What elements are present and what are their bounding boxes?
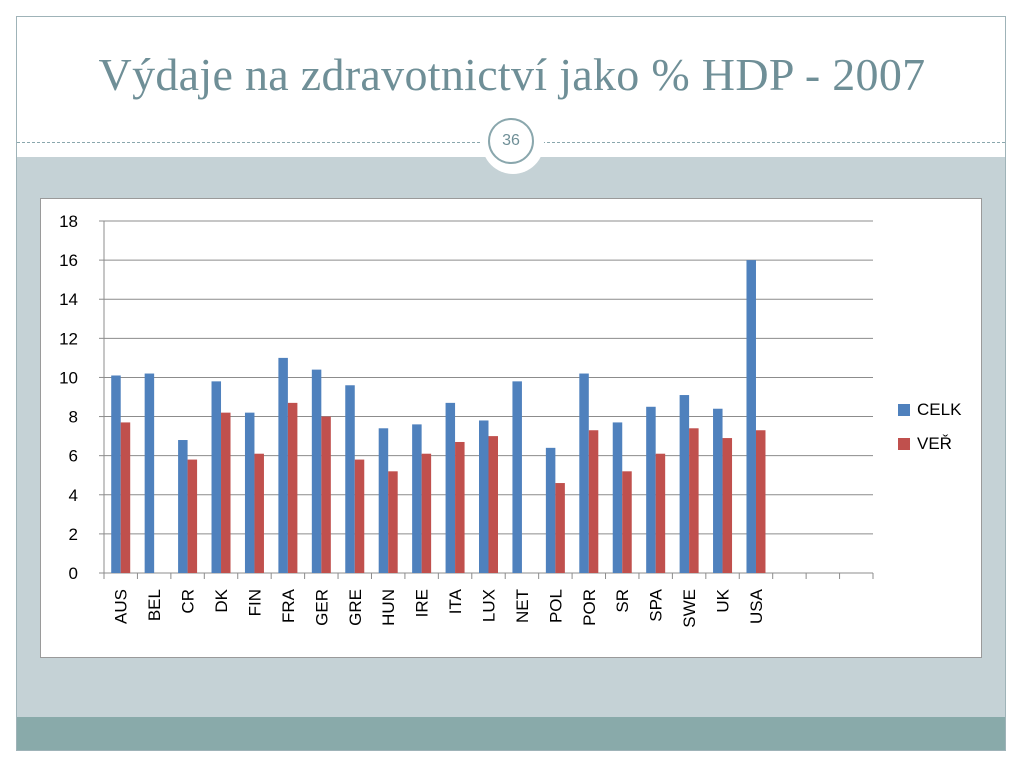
bar-veř-uk: [722, 438, 733, 573]
bar-celk-usa: [746, 260, 756, 573]
bar-celk-spa: [646, 406, 656, 573]
bar-celk-lux: [479, 420, 489, 573]
bar-veř-lux: [488, 436, 498, 573]
x-category-label: AUS: [112, 589, 131, 624]
bar-veř-por: [588, 430, 599, 573]
legend-swatch-veř: [898, 438, 910, 450]
bar-celk-dk: [211, 381, 222, 573]
bar-celk-net: [512, 381, 522, 573]
x-category-label: FIN: [245, 589, 264, 616]
bar-veř-pol: [555, 483, 565, 573]
x-category-label: GRE: [346, 589, 365, 626]
bar-veř-fin: [254, 453, 264, 573]
y-tick-label: 14: [59, 290, 78, 309]
y-tick-label: 0: [69, 564, 78, 583]
x-category-label: BEL: [145, 589, 164, 621]
bar-celk-ita: [445, 402, 456, 573]
page-number: 36: [488, 118, 534, 164]
slide-title: Výdaje na zdravotnictví jako % HDP - 200…: [98, 49, 926, 100]
bar-celk-fra: [278, 357, 288, 573]
x-category-label: GER: [312, 589, 331, 626]
y-tick-label: 18: [59, 212, 78, 231]
page-number-badge: 36: [484, 114, 542, 172]
bar-veř-sr: [622, 471, 632, 573]
x-category-label: HUN: [379, 589, 398, 626]
bar-celk-aus: [111, 375, 121, 573]
bar-celk-uk: [713, 408, 723, 573]
x-category-label: CR: [179, 589, 198, 614]
y-tick-label: 6: [69, 447, 78, 466]
bar-veř-ger: [321, 416, 331, 573]
x-category-label: ITA: [446, 588, 465, 614]
bar-celk-bel: [144, 373, 155, 573]
legend-swatch-celk: [898, 404, 910, 416]
bar-celk-cr: [178, 440, 188, 573]
x-category-label: LUX: [480, 589, 499, 622]
x-category-label: USA: [747, 588, 766, 624]
y-tick-label: 8: [69, 408, 78, 427]
bar-veř-ire: [421, 453, 432, 573]
y-tick-label: 16: [59, 251, 78, 270]
bar-veř-gre: [354, 459, 365, 573]
bar-veř-cr: [187, 459, 198, 573]
legend-label-veř: VEŘ: [917, 434, 952, 453]
x-category-label: NET: [513, 589, 532, 623]
bar-veř-spa: [655, 453, 666, 573]
bar-veř-ita: [455, 441, 465, 573]
bar-celk-pol: [545, 447, 556, 573]
bar-celk-ire: [412, 424, 422, 573]
bar-veř-hun: [388, 471, 398, 573]
legend-label-celk: CELK: [917, 400, 962, 419]
x-category-label: POL: [546, 589, 565, 623]
bar-veř-aus: [120, 422, 131, 573]
x-category-label: SPA: [647, 588, 666, 621]
bar-veř-dk: [221, 412, 231, 573]
x-category-label: UK: [714, 588, 733, 612]
y-tick-label: 12: [59, 329, 78, 348]
y-tick-label: 10: [59, 368, 78, 387]
bar-celk-fin: [244, 412, 255, 573]
x-category-label: FRA: [279, 588, 298, 623]
y-tick-label: 2: [69, 525, 78, 544]
x-category-label: SR: [613, 589, 632, 613]
x-category-label: SWE: [680, 589, 699, 628]
bar-celk-por: [579, 373, 589, 573]
bar-celk-swe: [679, 395, 690, 573]
bar-celk-gre: [345, 385, 355, 573]
bar-veř-swe: [689, 428, 699, 573]
footer-band: [17, 717, 1005, 750]
y-tick-label: 4: [69, 486, 78, 505]
bar-celk-ger: [311, 369, 322, 573]
x-category-label: POR: [580, 589, 599, 626]
bar-veř-usa: [755, 430, 766, 573]
chart-panel: 0 2 4 6 8 10 12 14 16 18 AUS BEL CR DK FIN FRA GER GRE HUN…: [40, 198, 982, 658]
bar-veř-fra: [287, 402, 298, 573]
x-category-label: DK: [212, 588, 231, 612]
x-category-label: IRE: [413, 589, 432, 617]
bar-celk-hun: [378, 428, 389, 573]
bar-celk-sr: [612, 422, 623, 573]
bar-chart: 0 2 4 6 8 10 12 14 16 18 AUS BEL CR DK FIN FRA GER GRE HUN…: [59, 212, 962, 628]
